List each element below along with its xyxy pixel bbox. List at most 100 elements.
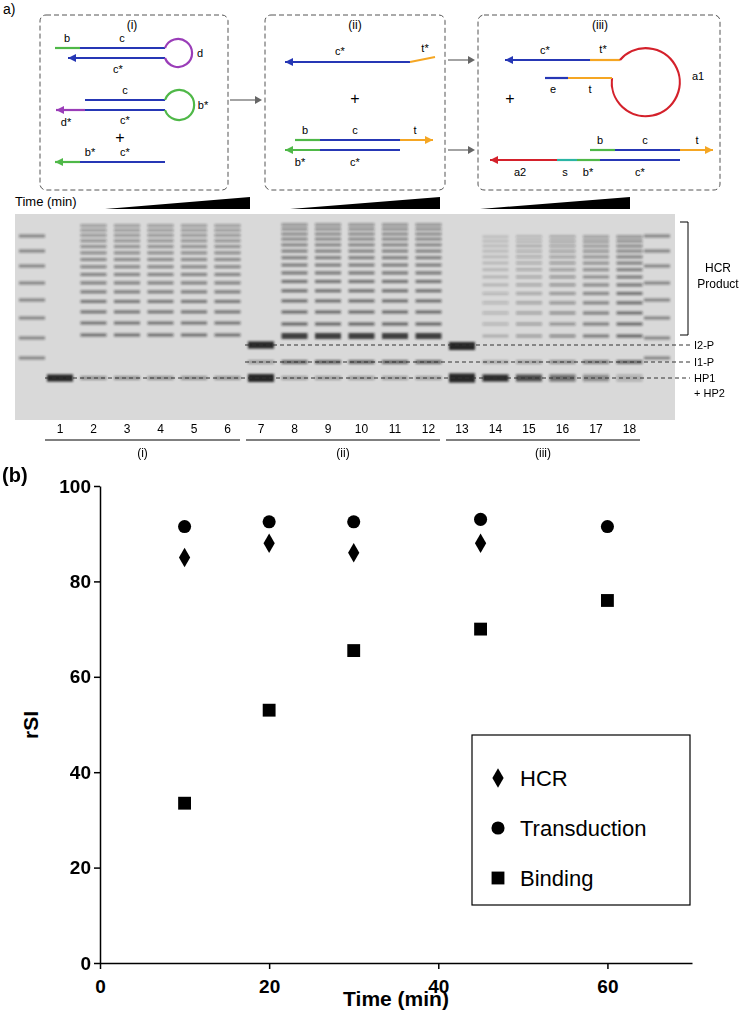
gel-band (19, 235, 45, 238)
flow-arrow (230, 99, 256, 100)
strand (85, 109, 165, 111)
gel-band (148, 239, 174, 242)
domain-label: b* (295, 156, 306, 168)
plus: + (115, 129, 124, 146)
lane-number: 11 (389, 422, 402, 436)
gel-band (382, 280, 408, 283)
gel-band (315, 263, 341, 266)
gel-band (550, 292, 576, 295)
gel-band (315, 280, 341, 283)
gel-band (583, 311, 609, 314)
tick-mark (94, 677, 100, 679)
domain-label: c* (635, 166, 646, 178)
lane-number: 16 (556, 422, 570, 436)
series (179, 533, 486, 567)
loop (612, 48, 680, 116)
tick: 60 (70, 666, 100, 687)
gel-band (483, 311, 509, 314)
box-label: (ii) (348, 18, 361, 32)
gel-band (516, 268, 542, 271)
point (263, 515, 276, 528)
gel-band (550, 275, 576, 278)
strand (85, 99, 165, 101)
gel-band (282, 223, 308, 226)
gel-band (382, 271, 408, 274)
gel-band (349, 271, 375, 274)
domain-label: s (562, 166, 568, 178)
gel-band (416, 299, 442, 302)
gel-band (81, 322, 107, 325)
group-underline (446, 440, 640, 441)
point (348, 543, 359, 563)
gel-band (114, 229, 140, 232)
gel-band (483, 250, 509, 253)
band-guide (45, 378, 690, 379)
gel-band (416, 323, 442, 326)
tick-mark (269, 963, 271, 969)
arrowhead (56, 106, 64, 114)
gel-band (382, 223, 408, 226)
gel-band (81, 258, 107, 261)
gel-band (550, 268, 576, 271)
gel-band (416, 249, 442, 252)
gel-band (215, 281, 241, 284)
gel-band (349, 232, 375, 235)
gel-band (516, 250, 542, 253)
gel-band (19, 317, 45, 320)
tick: 0 (80, 953, 100, 974)
domain-label: c* (350, 156, 361, 168)
gel-band (181, 281, 207, 284)
tick: 40 (70, 762, 100, 783)
domain-label: t (588, 83, 591, 95)
gel-band (644, 357, 670, 360)
gel-band (644, 265, 670, 268)
gel-band (583, 255, 609, 258)
band-label: HP1 (694, 372, 715, 384)
gel-band (315, 289, 341, 292)
gel-band (644, 337, 670, 340)
gel-band (148, 229, 174, 232)
legend-marker (492, 768, 503, 788)
gel-band (617, 255, 643, 258)
gel-band (516, 323, 542, 326)
gel-band (416, 289, 442, 292)
lane-number: 6 (224, 422, 231, 436)
gel-band (382, 323, 408, 326)
gel-band (617, 323, 643, 326)
gel-band (382, 289, 408, 292)
lane-number: 10 (355, 422, 369, 436)
gel-band (148, 300, 174, 303)
gel-band (181, 290, 207, 293)
domain-label: b (302, 124, 308, 136)
gel-band (114, 300, 140, 303)
gel-band (382, 228, 408, 231)
strand (615, 149, 680, 151)
gel-band (215, 245, 241, 248)
gel-band (315, 256, 341, 259)
arrowhead (505, 56, 513, 64)
gel-band (282, 271, 308, 274)
gel-band (215, 290, 241, 293)
gel-band (215, 300, 241, 303)
lane-number: 5 (191, 422, 198, 436)
gel-band (215, 234, 241, 237)
gel-band (550, 301, 576, 304)
point (475, 533, 486, 553)
tick-label: 0 (95, 976, 106, 997)
gel-band (550, 311, 576, 314)
gel-band (114, 281, 140, 284)
gel-band (416, 263, 442, 266)
gel-band (315, 323, 341, 326)
gel-band (19, 265, 45, 268)
gel-band (583, 261, 609, 264)
gel-band (583, 283, 609, 286)
x-axis-title: Time (min) (343, 987, 449, 1010)
strand (557, 159, 577, 161)
gel-band (282, 333, 308, 339)
gel-band (181, 300, 207, 303)
legend-marker (492, 872, 505, 885)
strand (320, 149, 400, 151)
domain-label: e (550, 83, 556, 95)
gel-band (282, 243, 308, 246)
tick-mark (438, 963, 440, 969)
